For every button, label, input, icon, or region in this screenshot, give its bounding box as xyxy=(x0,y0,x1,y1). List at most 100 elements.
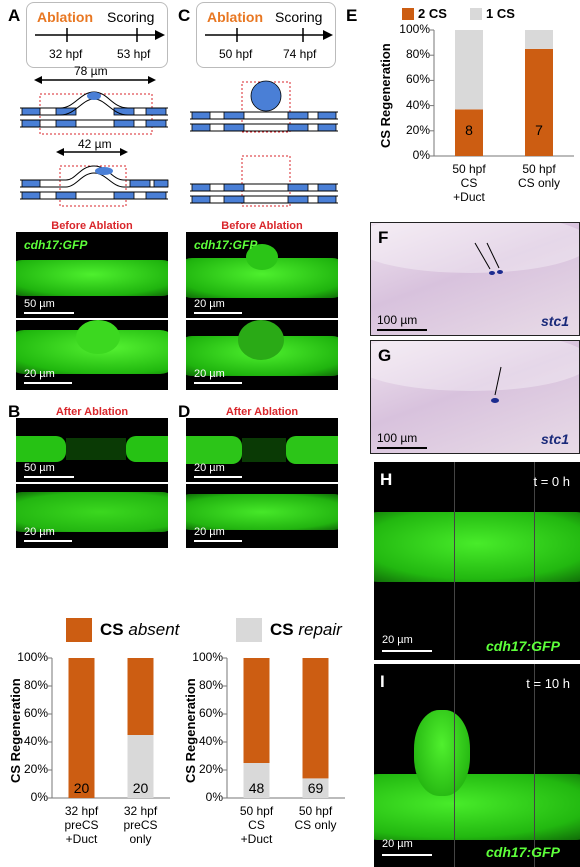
y-tick-label: 20% xyxy=(405,122,430,137)
ish-image-g: 100 µm stc1 xyxy=(370,340,580,454)
x-category-label: 32 hpf preCS +Duct xyxy=(64,804,99,846)
micrograph-c-before-low: cdh17:GFP 20 µm xyxy=(186,232,338,318)
arrow-icon xyxy=(474,242,500,270)
micrograph-c-before-high: 20 µm xyxy=(186,320,338,390)
before-ablation-c: Before Ablation xyxy=(221,220,303,232)
scalebar-a2: 20 µm xyxy=(24,368,72,384)
y-tick-label: 20% xyxy=(198,762,223,776)
timeline-a: Ablation Scoring 32 hpf 53 hpf xyxy=(26,2,168,68)
chart-e: 0% 20% 40% 60% 80% 100% CS Regeneration 8 50 hpf… xyxy=(350,22,580,222)
chart-b: 0% 20% 40% 60% 80% 100% CS Regeneration 20 32 hp… xyxy=(0,650,175,867)
legend-repair-label: CS repair xyxy=(270,620,342,639)
width-42-label: 42 µm xyxy=(78,137,112,151)
after-ablation-a: After Ablation xyxy=(55,406,129,418)
width-78-label: 78 µm xyxy=(74,64,108,78)
bar-segment-cs-repair xyxy=(302,778,329,798)
bar-segment-cs-absent xyxy=(127,658,154,735)
scalebar-a4: 20 µm xyxy=(24,526,72,542)
gfp-label: cdh17:GFP xyxy=(24,238,88,252)
micrograph-c-after-high: 20 µm xyxy=(186,484,338,548)
timeline-a-ablation: Ablation xyxy=(37,9,93,25)
chart-e-svg xyxy=(430,29,574,157)
panel-label-i: I xyxy=(380,672,385,691)
x-category-label: 50 hpf CS only xyxy=(517,162,561,190)
timeline-c-end: 74 hpf xyxy=(283,47,317,61)
chart-b-svg xyxy=(48,657,170,799)
bar-segment-cs-absent xyxy=(302,658,329,779)
bar-segment-1-cs xyxy=(455,30,483,110)
gfp-label-i: cdh17:GFP xyxy=(486,844,560,860)
panel-label-h: H xyxy=(380,470,393,489)
legend-repair-swatch xyxy=(236,618,262,642)
bar-n-label: 20 xyxy=(132,780,149,796)
bar-segment-cs-absent xyxy=(68,658,95,798)
y-tick-label: 80% xyxy=(198,678,223,692)
bar-segment-cs-repair xyxy=(127,735,154,798)
bar-segment-cs-absent xyxy=(243,658,270,763)
timeline-a-scoring: Scoring xyxy=(107,9,155,25)
scalebar-h: 20 µm xyxy=(382,634,432,652)
y-tick-label: 0% xyxy=(205,790,223,804)
panel-label-a: A xyxy=(8,6,21,25)
y-tick-label: 100% xyxy=(17,650,48,664)
timeline-c-scoring: Scoring xyxy=(275,9,323,25)
arrow-icon xyxy=(494,366,502,396)
timelapse-h: t = 0 h 20 µm cdh17:GFP xyxy=(374,462,580,660)
y-tick-label: 20% xyxy=(23,762,48,776)
panel-label-e: E xyxy=(346,6,358,25)
x-category-label: 32 hpf preCS only xyxy=(123,804,158,846)
micrograph-c-after-low: 20 µm xyxy=(186,418,338,482)
scalebar-c2: 20 µm xyxy=(194,368,242,384)
gfp-label-h: cdh17:GFP xyxy=(486,638,560,654)
y-tick-label: 80% xyxy=(23,678,48,692)
y-tick-label: 60% xyxy=(23,706,48,720)
panel-label-d: D xyxy=(178,402,191,421)
x-category-label: 50 hpf CS only xyxy=(294,804,337,832)
y-tick-label: 80% xyxy=(405,47,430,62)
bar-n-label: 20 xyxy=(73,780,90,796)
micrograph-a-before-high: 20 µm xyxy=(16,320,168,390)
before-ablation-a: Before Ablation xyxy=(51,220,133,232)
legend-2cs-swatch xyxy=(402,8,414,20)
y-tick-label: 60% xyxy=(405,72,430,87)
micrograph-a-after-high: 20 µm xyxy=(16,484,168,548)
bar-segment-2-cs xyxy=(455,109,483,156)
legend-1cs-swatch xyxy=(470,8,482,20)
y-tick-label: 100% xyxy=(399,22,430,36)
y-tick-label: 40% xyxy=(405,97,430,112)
ish-image-f: 100 µm stc1 xyxy=(370,222,580,336)
legend-absent-swatch xyxy=(66,618,92,642)
scalebar-c3: 20 µm xyxy=(194,462,242,478)
bar-n-label: 8 xyxy=(465,122,473,138)
scalebar-c1: 20 µm xyxy=(194,298,242,314)
gfp-label-c: cdh17:GFP xyxy=(194,238,258,252)
panel-label-g: G xyxy=(378,346,392,365)
stc1-cell xyxy=(491,398,499,403)
micrograph-a-before-low: cdh17:GFP 50 µm xyxy=(16,232,168,318)
y-tick-label: 40% xyxy=(198,734,223,748)
timestamp-h: t = 0 h xyxy=(533,474,571,489)
y-tick-label: 0% xyxy=(412,148,430,162)
bar-n-label: 7 xyxy=(535,122,543,138)
after-ablation-c: After Ablation xyxy=(225,406,299,418)
bar-segment-2-cs xyxy=(525,48,553,156)
timeline-a-start: 32 hpf xyxy=(49,47,83,61)
timeline-a-arrow xyxy=(35,28,165,42)
scalebar-a3: 50 µm xyxy=(24,462,74,478)
timeline-c-ablation: Ablation xyxy=(207,9,263,25)
x-category-label: 50 hpf CS +Duct xyxy=(239,804,274,846)
y-axis-label: CS Regeneration xyxy=(378,43,393,148)
y-axis-label: CS Regeneration xyxy=(8,678,23,783)
timestamp-i: t = 10 h xyxy=(526,676,570,691)
timeline-c: Ablation Scoring 50 hpf 74 hpf xyxy=(196,2,336,68)
micrograph-a-after-low: 50 µm xyxy=(16,418,168,482)
y-tick-label: 100% xyxy=(192,650,223,664)
y-tick-label: 60% xyxy=(198,706,223,720)
bar-segment-cs-repair xyxy=(243,763,270,798)
bar-n-label: 69 xyxy=(307,780,324,796)
bar-segment-1-cs xyxy=(525,30,553,49)
legend-2cs-label: 2 CS xyxy=(418,6,447,21)
scalebar-c4: 20 µm xyxy=(194,526,242,542)
panel-label-f: F xyxy=(378,228,389,247)
bar-n-label: 48 xyxy=(248,780,265,796)
